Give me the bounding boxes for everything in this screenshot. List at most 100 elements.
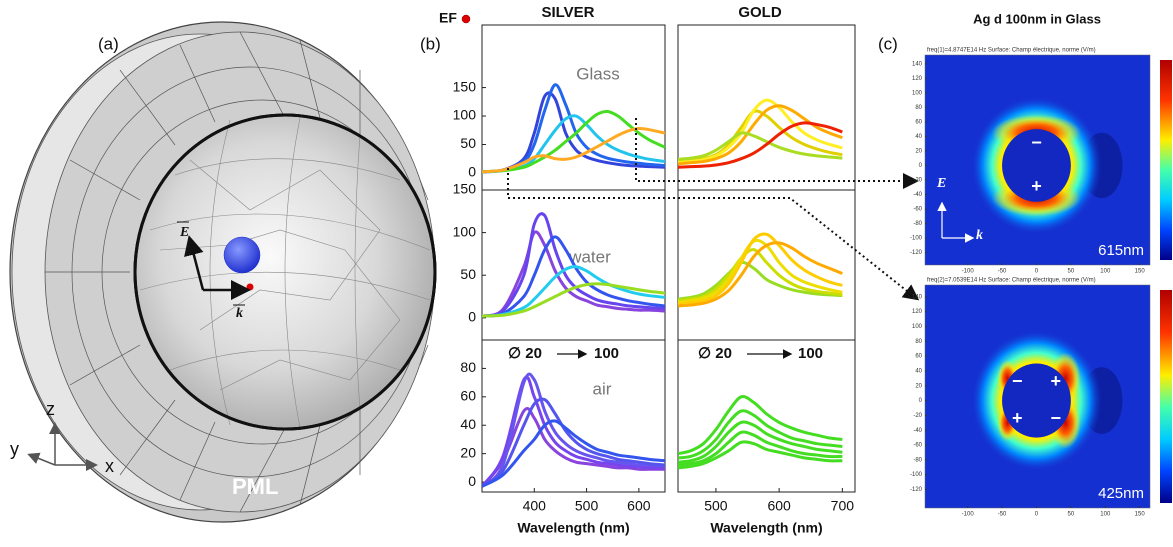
- connector: [507, 118, 913, 296]
- x-tick-label: 150: [1135, 269, 1146, 275]
- charge-sign: +: [1031, 176, 1042, 196]
- mesh-illustration: [9, 21, 437, 523]
- y-tick-label: -100: [910, 236, 923, 242]
- spectrum-line: [678, 260, 843, 301]
- spectrum-line: [678, 248, 843, 303]
- series-group: [482, 372, 665, 488]
- charge-sign: −: [1012, 371, 1023, 391]
- y-tick-label: 60: [460, 388, 476, 404]
- y-tick-label: -40: [913, 428, 922, 434]
- spectrum-line: [678, 395, 843, 456]
- spectrum-line: [678, 131, 843, 161]
- y-tick-label: -60: [913, 443, 922, 449]
- column-title: GOLD: [738, 4, 781, 21]
- particle: [1002, 363, 1071, 438]
- y-tick-label: 100: [453, 223, 477, 239]
- wave-label: k: [236, 306, 243, 321]
- series-group: [482, 83, 665, 174]
- x-tick-label: -50: [998, 512, 1007, 518]
- y-tick-label: 50: [460, 266, 476, 282]
- x-tick-label: 700: [831, 498, 855, 514]
- spectrum-line: [482, 235, 665, 318]
- y-tick-label: -120: [910, 487, 923, 493]
- y-tick-label: 80: [915, 105, 922, 111]
- map-title: Ag d 100nm in Glass: [973, 11, 1101, 26]
- y-tick-label: 120: [912, 76, 923, 82]
- y-tick-label: 20: [915, 383, 922, 389]
- y-tick-label: -60: [913, 207, 922, 213]
- y-tick-label: -40: [913, 192, 922, 198]
- spectrum-line: [678, 98, 843, 165]
- spectrum-line: [678, 440, 843, 470]
- spectrum-line: [482, 114, 665, 174]
- x-tick-label: -100: [962, 269, 975, 275]
- y-tick-label: 140: [912, 61, 923, 67]
- medium-label: air: [593, 379, 612, 398]
- axis-x: x: [105, 456, 114, 476]
- spectrum-line: [678, 430, 843, 467]
- wave-label: k: [976, 228, 983, 243]
- spectrum-line: [482, 375, 665, 488]
- pml-label: PML: [232, 474, 278, 499]
- y-tick-label: 120: [912, 309, 923, 315]
- spectrum-line: [482, 397, 665, 488]
- y-tick-label: -80: [913, 457, 922, 463]
- plot-frame: [481, 339, 666, 493]
- y-tick-label: 150: [453, 181, 477, 197]
- spectrum-line: [482, 265, 665, 318]
- x-tick-label: 100: [1100, 512, 1111, 518]
- x-tick-label: 600: [767, 498, 791, 514]
- spectrum-line: [678, 238, 843, 304]
- column-title: SILVER: [541, 4, 594, 21]
- x-tick-label: 500: [704, 498, 728, 514]
- y-tick-label: 0: [919, 398, 923, 404]
- series-group: [678, 395, 843, 470]
- axis-y: y: [10, 439, 19, 459]
- y-tick-label: -20: [913, 178, 922, 184]
- spectrum-line: [482, 419, 665, 488]
- map-header: freq(2)=7.0539E14 Hz Surface: Champ élec…: [927, 278, 1096, 284]
- y-tick-label: 60: [915, 354, 922, 360]
- x-tick-label: 0: [1035, 512, 1039, 518]
- connector-head: [901, 284, 920, 301]
- y-tick-label: 80: [915, 339, 922, 345]
- y-tick-label: 60: [915, 119, 922, 125]
- size-to: 100: [798, 345, 823, 362]
- field-maps: freq(1)=4.8747E14 Hz Surface: Champ élec…: [910, 48, 1172, 518]
- series-group: [482, 212, 665, 318]
- heatmap: −+: [925, 55, 1150, 265]
- size-from: ∅ 20: [698, 345, 732, 362]
- spectrum-line: [482, 212, 665, 318]
- colorbar: [1160, 60, 1172, 260]
- map-header: freq(1)=4.8747E14 Hz Surface: Champ élec…: [927, 48, 1096, 54]
- y-tick-label: 40: [915, 369, 922, 375]
- y-tick-label: 0: [919, 163, 923, 169]
- size-to: 100: [594, 345, 619, 362]
- y-tick-label: 40: [915, 134, 922, 140]
- map-frame: [924, 284, 1151, 509]
- y-tick-label: 150: [453, 78, 477, 94]
- y-tick-label: 0: [468, 164, 476, 180]
- wavelength-label: 425nm: [1098, 485, 1144, 502]
- ef-marker: [461, 14, 471, 24]
- y-tick-label: -80: [913, 221, 922, 227]
- spectrum-line: [482, 282, 665, 318]
- spectrum-line: [482, 83, 665, 174]
- x-tick-label: 600: [627, 498, 651, 514]
- map-frame: [924, 54, 1151, 266]
- y-tick-label: -100: [910, 472, 923, 478]
- spectrum-line: [482, 127, 665, 174]
- charge-sign: +: [1050, 371, 1061, 391]
- spectrum-line: [482, 372, 665, 488]
- size-from: ∅ 20: [508, 345, 542, 362]
- spectrum-line: [678, 409, 843, 460]
- medium-label: water: [568, 247, 611, 266]
- y-tick-label: 0: [468, 473, 476, 489]
- y-tick-label: -120: [910, 250, 923, 256]
- field-label: E: [179, 225, 189, 240]
- heatmap: − + + −: [925, 285, 1150, 508]
- x-axis-label: Wavelength (nm): [517, 520, 629, 536]
